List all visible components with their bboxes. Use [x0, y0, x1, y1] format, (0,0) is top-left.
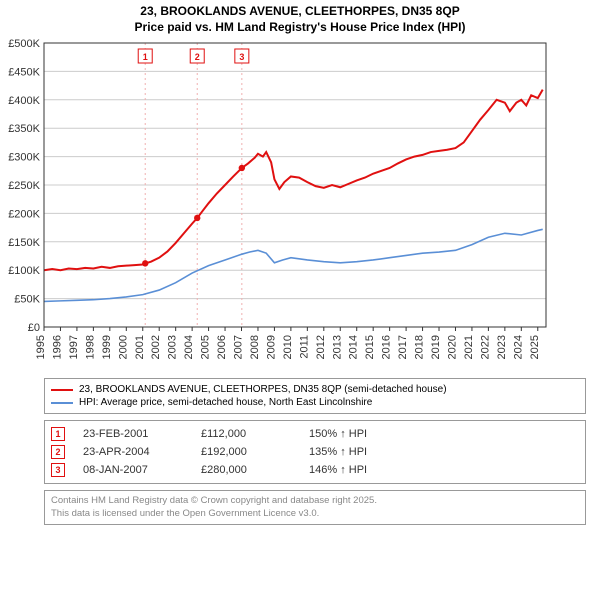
legend-label: HPI: Average price, semi-detached house,…	[79, 397, 372, 408]
y-tick-label: £200K	[8, 209, 40, 221]
transaction-row: 3 08-JAN-2007 £280,000 146% ↑ HPI	[51, 461, 579, 479]
y-tick-label: £150K	[8, 237, 40, 249]
x-tick-label: 1997	[68, 335, 80, 359]
legend-swatch	[51, 402, 73, 404]
x-tick-label: 2014	[348, 335, 360, 359]
title-line-2: Price paid vs. HM Land Registry's House …	[0, 20, 600, 36]
transaction-pct: 150% ↑ HPI	[309, 428, 409, 440]
line-chart-svg: £0 £50K £100K £150K £200K £250K £300K £350K £400…	[0, 37, 560, 367]
x-tick-label: 2011	[298, 335, 310, 359]
y-tick-label: £350K	[8, 123, 40, 135]
y-tick-label: £50K	[14, 294, 40, 306]
transaction-date: 23-APR-2004	[83, 446, 183, 458]
x-tick-label: 1995	[35, 335, 47, 359]
y-tick-label: £450K	[8, 67, 40, 79]
legend-swatch	[51, 389, 73, 391]
x-tick-label: 2004	[183, 335, 195, 359]
transaction-price: £280,000	[201, 464, 291, 476]
x-tick-label: 2008	[249, 335, 261, 359]
x-tick-label: 2023	[496, 335, 508, 359]
y-tick-label: £100K	[8, 265, 40, 277]
transaction-price: £192,000	[201, 446, 291, 458]
x-tick-label: 2020	[446, 335, 458, 359]
x-tick-label: 2015	[364, 335, 376, 359]
legend-row: 23, BROOKLANDS AVENUE, CLEETHORPES, DN35…	[51, 383, 579, 396]
x-tick-label: 2021	[463, 335, 475, 359]
transactions-box: 1 23-FEB-2001 £112,000 150% ↑ HPI 2 23-APR-20…	[44, 420, 586, 484]
transaction-dot	[194, 215, 200, 221]
chart-container: 23, BROOKLANDS AVENUE, CLEETHORPES, DN35…	[0, 0, 600, 525]
footer-line-1: Contains HM Land Registry data © Crown c…	[51, 495, 579, 507]
x-tick-label: 2018	[414, 335, 426, 359]
transaction-marker-label: 1	[143, 52, 148, 62]
x-tick-label: 2001	[134, 335, 146, 359]
transaction-date: 08-JAN-2007	[83, 464, 183, 476]
transaction-row-marker: 3	[51, 463, 65, 477]
y-tick-label: £0	[28, 322, 40, 334]
x-tick-label: 2006	[216, 335, 228, 359]
transaction-dot	[239, 165, 245, 171]
y-tick-label: £400K	[8, 95, 40, 107]
x-tick-label: 2007	[233, 335, 245, 359]
x-tick-label: 2003	[167, 335, 179, 359]
y-tick-label: £250K	[8, 180, 40, 192]
y-tick-label: £300K	[8, 152, 40, 164]
transaction-price: £112,000	[201, 428, 291, 440]
transaction-row: 1 23-FEB-2001 £112,000 150% ↑ HPI	[51, 425, 579, 443]
x-tick-label: 2016	[381, 335, 393, 359]
x-tick-label: 2019	[430, 335, 442, 359]
transaction-pct: 135% ↑ HPI	[309, 446, 409, 458]
transaction-date: 23-FEB-2001	[83, 428, 183, 440]
transaction-marker-label: 3	[239, 52, 244, 62]
x-tick-label: 2000	[117, 335, 129, 359]
footer-line-2: This data is licensed under the Open Gov…	[51, 508, 579, 520]
x-tick-label: 1999	[101, 335, 113, 359]
transaction-marker-label: 2	[195, 52, 200, 62]
transaction-row-marker: 1	[51, 427, 65, 441]
legend-box: 23, BROOKLANDS AVENUE, CLEETHORPES, DN35…	[44, 378, 586, 414]
x-tick-label: 1996	[51, 335, 63, 359]
x-tick-label: 2013	[331, 335, 343, 359]
footer-box: Contains HM Land Registry data © Crown c…	[44, 490, 586, 525]
title-line-1: 23, BROOKLANDS AVENUE, CLEETHORPES, DN35…	[0, 4, 600, 20]
legend-label: 23, BROOKLANDS AVENUE, CLEETHORPES, DN35…	[79, 384, 447, 395]
x-tick-label: 2009	[265, 335, 277, 359]
x-tick-label: 2010	[282, 335, 294, 359]
x-tick-label: 2022	[479, 335, 491, 359]
x-tick-label: 2025	[529, 335, 541, 359]
title-block: 23, BROOKLANDS AVENUE, CLEETHORPES, DN35…	[0, 0, 600, 37]
x-tick-label: 2024	[512, 335, 524, 359]
legend-row: HPI: Average price, semi-detached house,…	[51, 396, 579, 409]
transaction-dot	[142, 260, 148, 266]
transaction-pct: 146% ↑ HPI	[309, 464, 409, 476]
x-tick-label: 2002	[150, 335, 162, 359]
x-tick-label: 2017	[397, 335, 409, 359]
x-tick-label: 2005	[200, 335, 212, 359]
transaction-row: 2 23-APR-2004 £192,000 135% ↑ HPI	[51, 443, 579, 461]
x-tick-label: 2012	[315, 335, 327, 359]
chart-area: £0 £50K £100K £150K £200K £250K £300K £350K £400…	[0, 37, 600, 372]
x-tick-label: 1998	[84, 335, 96, 359]
transaction-row-marker: 2	[51, 445, 65, 459]
y-tick-label: £500K	[8, 38, 40, 50]
